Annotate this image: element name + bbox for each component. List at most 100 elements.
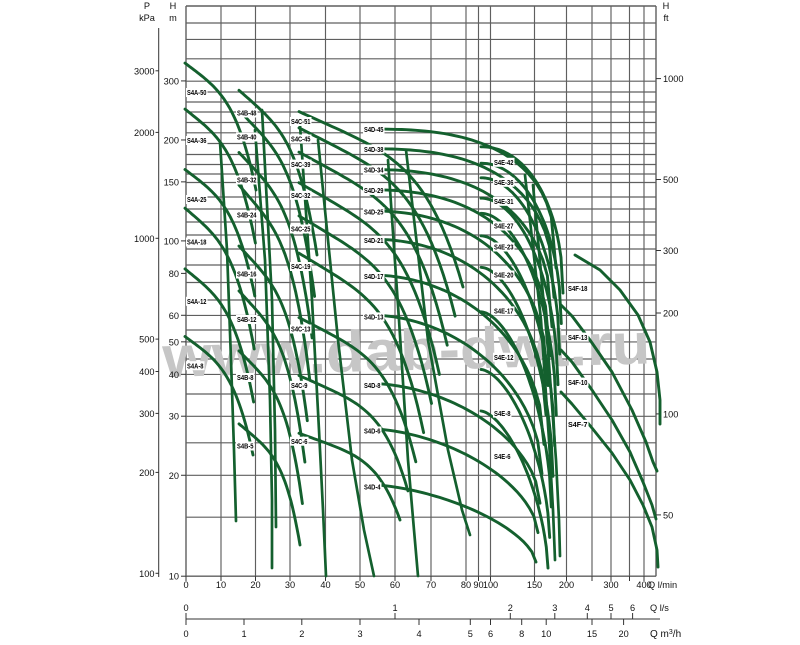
svg-text:S4D-6: S4D-6 [364, 427, 381, 436]
svg-text:100: 100 [663, 409, 678, 419]
svg-text:S4A-18: S4A-18 [187, 238, 207, 247]
svg-text:m: m [169, 13, 177, 23]
svg-text:1: 1 [241, 629, 246, 639]
svg-text:0: 0 [183, 580, 188, 590]
svg-text:2000: 2000 [134, 128, 154, 138]
svg-text:100: 100 [139, 569, 154, 579]
svg-text:300: 300 [139, 409, 154, 419]
svg-text:S4F-13: S4F-13 [568, 333, 588, 342]
svg-text:S4E-17: S4E-17 [494, 307, 514, 316]
svg-text:1000: 1000 [663, 74, 683, 84]
svg-text:S4C-51: S4C-51 [291, 117, 311, 126]
svg-text:3: 3 [357, 629, 362, 639]
svg-text:S4D-8: S4D-8 [364, 381, 381, 390]
svg-text:S4D-38: S4D-38 [364, 145, 384, 154]
svg-text:20: 20 [169, 471, 179, 481]
svg-text:200: 200 [663, 309, 678, 319]
svg-text:S4B-12: S4B-12 [237, 315, 257, 324]
svg-text:S4C-39: S4C-39 [291, 160, 311, 169]
svg-text:400: 400 [139, 367, 154, 377]
svg-text:S4B-40: S4B-40 [237, 133, 257, 142]
svg-text:20: 20 [250, 580, 260, 590]
svg-text:S4D-45: S4D-45 [364, 125, 384, 134]
svg-text:S4F-10: S4F-10 [568, 378, 588, 387]
svg-text:S4B-48: S4B-48 [237, 109, 257, 118]
svg-text:S4C-6: S4C-6 [291, 437, 308, 446]
svg-text:90: 90 [473, 580, 483, 590]
svg-text:5: 5 [468, 629, 473, 639]
svg-text:3000: 3000 [134, 66, 154, 76]
svg-text:500: 500 [139, 335, 154, 345]
svg-text:S4A-36: S4A-36 [187, 136, 207, 145]
svg-text:S4E-12: S4E-12 [494, 353, 514, 362]
svg-text:80: 80 [461, 580, 471, 590]
svg-text:10: 10 [216, 580, 226, 590]
svg-text:500: 500 [663, 175, 678, 185]
svg-text:200: 200 [139, 468, 154, 478]
svg-text:S4B-32: S4B-32 [237, 176, 257, 185]
svg-text:2: 2 [508, 603, 513, 613]
svg-text:0: 0 [183, 603, 188, 613]
svg-text:S4C-19: S4C-19 [291, 262, 311, 271]
svg-text:30: 30 [169, 412, 179, 422]
svg-text:1000: 1000 [134, 234, 154, 244]
svg-text:P: P [144, 1, 150, 11]
svg-text:S4D-25: S4D-25 [364, 208, 384, 217]
svg-text:100: 100 [483, 580, 498, 590]
svg-text:40: 40 [169, 370, 179, 380]
svg-text:S4C-9: S4C-9 [291, 381, 308, 390]
svg-text:6: 6 [630, 603, 635, 613]
svg-text:40: 40 [320, 580, 330, 590]
svg-text:H: H [170, 1, 177, 11]
svg-text:5: 5 [608, 603, 613, 613]
svg-text:20: 20 [618, 629, 628, 639]
svg-text:Q l/s: Q l/s [650, 603, 669, 613]
svg-text:H: H [663, 1, 670, 11]
svg-text:100: 100 [164, 236, 179, 246]
svg-text:6: 6 [488, 629, 493, 639]
svg-text:ft: ft [663, 13, 669, 23]
svg-text:150: 150 [164, 177, 179, 187]
svg-text:50: 50 [169, 337, 179, 347]
svg-text:S4D-17: S4D-17 [364, 272, 384, 281]
svg-text:Q m3/h: Q m3/h [650, 629, 681, 640]
svg-text:S4A-8: S4A-8 [187, 361, 204, 370]
svg-text:S4B-8: S4B-8 [237, 373, 254, 382]
svg-text:0: 0 [183, 629, 188, 639]
svg-text:S4E-6: S4E-6 [494, 452, 511, 461]
svg-text:kPa: kPa [139, 13, 156, 23]
svg-text:150: 150 [527, 580, 542, 590]
svg-text:S4D-29: S4D-29 [364, 186, 384, 195]
svg-text:S4C-45: S4C-45 [291, 135, 311, 144]
svg-text:2: 2 [299, 629, 304, 639]
svg-text:1: 1 [392, 603, 397, 613]
svg-text:4: 4 [585, 603, 590, 613]
svg-text:S4A-25: S4A-25 [187, 195, 207, 204]
svg-text:S4A-50: S4A-50 [187, 88, 207, 97]
svg-text:10: 10 [541, 629, 551, 639]
svg-text:S4C-32: S4C-32 [291, 191, 311, 200]
svg-text:S4B-16: S4B-16 [237, 270, 257, 279]
svg-text:8: 8 [519, 629, 524, 639]
svg-text:10: 10 [169, 572, 179, 582]
svg-text:S4E-27: S4E-27 [494, 222, 514, 231]
svg-text:S4D-13: S4D-13 [364, 313, 384, 322]
svg-text:S4F-18: S4F-18 [568, 284, 588, 293]
svg-text:30: 30 [285, 580, 295, 590]
svg-text:300: 300 [603, 580, 618, 590]
svg-text:3: 3 [552, 603, 557, 613]
svg-text:S4C-25: S4C-25 [291, 225, 311, 234]
svg-text:S4D-21: S4D-21 [364, 236, 384, 245]
svg-text:S4F-7: S4F-7 [568, 420, 588, 429]
svg-text:300: 300 [663, 246, 678, 256]
svg-text:60: 60 [390, 580, 400, 590]
svg-text:50: 50 [663, 510, 673, 520]
svg-text:15: 15 [587, 629, 597, 639]
svg-text:S4E-42: S4E-42 [494, 158, 514, 167]
svg-text:S4E-36: S4E-36 [494, 178, 514, 187]
svg-text:S4D-34: S4D-34 [364, 166, 384, 175]
svg-text:60: 60 [169, 311, 179, 321]
svg-text:S4E-8: S4E-8 [494, 409, 511, 418]
svg-text:Q l/min: Q l/min [648, 580, 677, 590]
svg-text:S4E-20: S4E-20 [494, 271, 514, 280]
